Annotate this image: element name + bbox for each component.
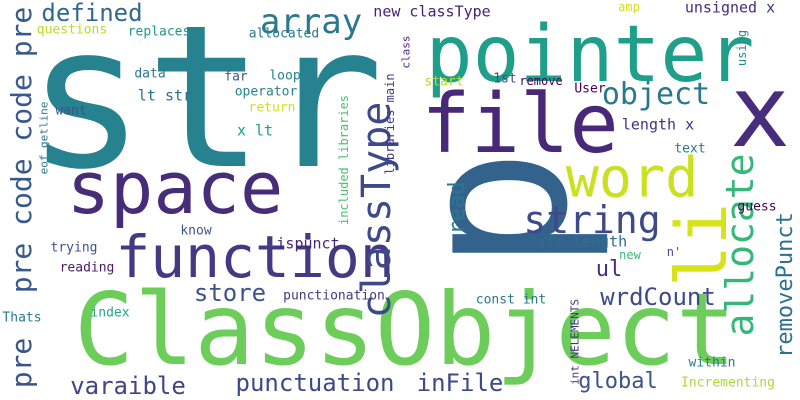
word-1st: 1st: [493, 71, 517, 87]
word-return: return: [248, 100, 296, 116]
word-str: str: [26, 0, 384, 213]
word-x: x: [729, 53, 791, 170]
word-new: new: [619, 248, 641, 262]
word-included-libraries: included libraries: [337, 94, 351, 226]
word-x-lt: x lt: [236, 121, 274, 140]
word-inFile: inFile: [416, 369, 504, 397]
word-questions: questions: [36, 22, 108, 38]
word-remove: remove: [519, 74, 563, 88]
word-read: read: [445, 181, 470, 235]
word-amp: amp: [618, 0, 640, 14]
word-loop: loop: [269, 68, 301, 84]
word-pointer: pointer: [425, 10, 755, 100]
word-varaible: varaible: [70, 372, 186, 400]
word-pre-bottom: pre: [5, 337, 38, 389]
word-data: data: [134, 66, 166, 82]
word-far: far: [224, 69, 248, 85]
word-removePunct: removePunct: [773, 212, 798, 358]
word-length-x: length x: [621, 115, 695, 134]
word-lt-str: lt str: [137, 86, 193, 105]
word-ClassObject: ClassObject: [73, 271, 737, 388]
word-defined: defined: [41, 0, 143, 27]
word-within: within: [688, 355, 736, 371]
word-guess: guess: [737, 199, 777, 215]
word-allocated: allocated: [248, 26, 320, 42]
word-space: space: [66, 146, 284, 230]
word-index: index: [90, 305, 130, 321]
word-Incrementing: Incrementing: [681, 375, 775, 391]
word-word: word: [565, 145, 699, 210]
word-const-int: const int: [475, 292, 547, 308]
word-global: global: [578, 369, 658, 394]
word-object: object: [601, 77, 711, 112]
word-know: know: [180, 223, 212, 239]
word-replaces: replaces: [127, 24, 191, 40]
word-new-classType: new classType: [373, 2, 491, 21]
word-string: string: [523, 198, 661, 242]
word-User: User: [574, 81, 606, 97]
word-str-length: str length: [536, 232, 628, 251]
word-pre-code-code-pre: pre code code pre: [5, 6, 38, 294]
word-array: array: [259, 2, 363, 42]
word-eof-getline: eof getline: [37, 101, 51, 175]
word-class: class: [399, 35, 413, 69]
word-operator: operator: [234, 84, 298, 100]
word-using: using: [735, 29, 749, 67]
word-function: function: [115, 223, 395, 291]
word-trying: trying: [50, 240, 98, 256]
word-ul: ul: [595, 257, 623, 282]
word-punctuation: punctuation: [235, 369, 395, 397]
word-file: file: [421, 77, 619, 172]
word-start: start: [424, 74, 464, 90]
word-ispunct: ispunct: [276, 234, 340, 253]
word-text: text: [674, 141, 706, 157]
word-want: want: [55, 103, 87, 119]
word-int-NELEMENTS: int NELEMENTS: [568, 298, 582, 386]
word-Thats: Thats: [2, 310, 42, 326]
word-store: store: [193, 279, 267, 307]
word-unsigned-x: unsigned x: [684, 0, 776, 17]
word-punctionation: punctionation: [283, 288, 385, 304]
word-libraries-main: libraries main: [383, 73, 397, 175]
word-reading: reading: [59, 260, 115, 276]
word-n-quote: n': [666, 245, 682, 259]
word-wrdCount: wrdCount: [600, 283, 716, 311]
word-allocate: allocate: [718, 153, 762, 337]
